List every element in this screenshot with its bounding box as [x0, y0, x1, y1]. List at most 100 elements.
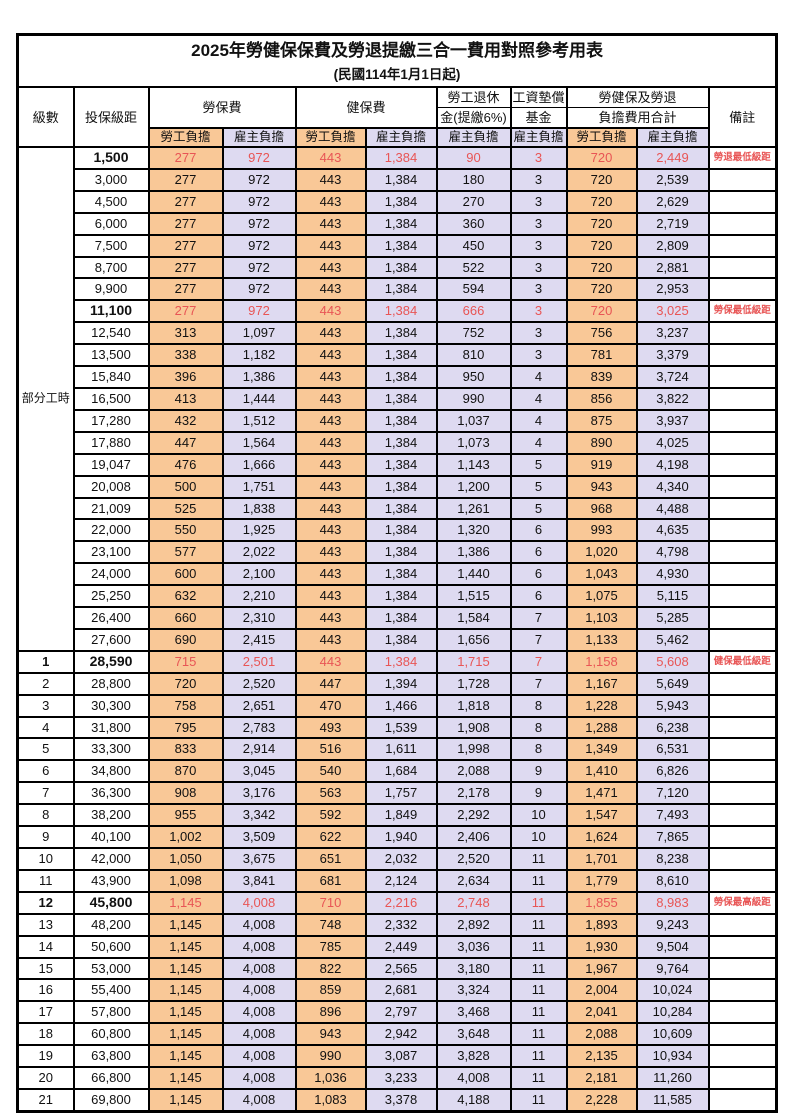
- value-cell: 180: [435, 167, 512, 192]
- value-cell: 1,384: [364, 343, 438, 368]
- value-cell: 1,584: [435, 606, 512, 630]
- value-cell: 11,260: [635, 1066, 710, 1090]
- value-cell: 3: [509, 299, 568, 324]
- value-cell: 4,008: [221, 912, 297, 937]
- value-cell: 2,914: [221, 737, 297, 762]
- value-cell: 4,008: [221, 890, 297, 915]
- value-cell: 758: [147, 693, 224, 718]
- value-cell: 6: [509, 584, 568, 609]
- remark-cell: [707, 847, 778, 871]
- table-row: 11 43,900 1,098 3,841 681 2,124 2,634 11 1,779 8,…: [16, 868, 778, 893]
- value-cell: 1,075: [565, 584, 638, 609]
- salary-cell: 26,400: [72, 606, 150, 630]
- premium-reference-table: 2025年勞健保保費及勞退提繳三合一費用對照參考用表 (民國114年1月1日起)…: [16, 33, 779, 1113]
- value-cell: 1,098: [147, 868, 224, 893]
- value-cell: 1,097: [221, 321, 297, 346]
- remark-cell: [707, 606, 778, 630]
- value-cell: 443: [294, 408, 367, 433]
- remark-cell: 健保最低級距: [707, 649, 778, 674]
- value-cell: 3,822: [635, 386, 710, 411]
- remark-cell: [707, 671, 778, 696]
- col-header-level: 級數: [16, 86, 75, 148]
- value-cell: 11: [509, 868, 568, 893]
- value-cell: 1,715: [435, 649, 512, 674]
- table-row: 10 42,000 1,050 3,675 651 2,032 2,520 11 1,701 8,…: [16, 847, 778, 871]
- value-cell: 2,178: [435, 781, 512, 806]
- value-cell: 1,386: [221, 365, 297, 389]
- remark-cell: [707, 562, 778, 587]
- value-cell: 1,083: [294, 1087, 367, 1113]
- title-cell: 2025年勞健保保費及勞退提繳三合一費用對照參考用表 (民國114年1月1日起): [16, 33, 778, 88]
- value-cell: 277: [147, 299, 224, 324]
- value-cell: 710: [294, 890, 367, 915]
- table-row: 24,000 600 2,100 443 1,384 1,440 6 1,043 4,930: [18, 562, 778, 587]
- value-cell: 660: [147, 606, 224, 630]
- value-cell: 1,036: [294, 1066, 367, 1090]
- value-cell: 785: [294, 934, 367, 959]
- value-cell: 4,025: [635, 430, 710, 455]
- value-cell: 748: [294, 912, 367, 937]
- value-cell: 3,233: [364, 1066, 438, 1090]
- remark-cell: [707, 627, 778, 652]
- value-cell: 666: [435, 299, 512, 324]
- value-cell: 443: [294, 649, 367, 674]
- level-cell: 7: [16, 781, 75, 806]
- salary-cell: 50,600: [72, 934, 150, 959]
- level-cell: 5: [16, 737, 75, 762]
- value-cell: 516: [294, 737, 367, 762]
- value-cell: 8: [509, 737, 568, 762]
- value-cell: 3,087: [364, 1044, 438, 1069]
- value-cell: 1,384: [364, 540, 438, 565]
- value-cell: 3,036: [435, 934, 512, 959]
- value-cell: 950: [435, 365, 512, 389]
- value-cell: 1,002: [147, 825, 224, 849]
- value-cell: 2,634: [435, 868, 512, 893]
- value-cell: 3: [509, 233, 568, 258]
- value-cell: 1,855: [565, 890, 638, 915]
- value-cell: 443: [294, 211, 367, 236]
- value-cell: 443: [294, 474, 367, 499]
- value-cell: 8,610: [635, 868, 710, 893]
- table-row: 11,100 277 972 443 1,384 666 3 720 3,025 勞保最低級距: [18, 299, 778, 324]
- remark-cell: [707, 189, 778, 214]
- remark-cell: [707, 452, 778, 477]
- value-cell: 1,684: [364, 759, 438, 784]
- col-header-pension-line1: 勞工退休: [435, 86, 512, 108]
- value-cell: 859: [294, 978, 367, 1003]
- value-cell: 1,757: [364, 781, 438, 806]
- value-cell: 1,384: [364, 408, 438, 433]
- col-header-pension-line2: 金(提繳6%): [435, 107, 512, 129]
- value-cell: 443: [294, 233, 367, 258]
- value-cell: 1,940: [364, 825, 438, 849]
- value-cell: 5: [509, 474, 568, 499]
- value-cell: 443: [294, 518, 367, 543]
- value-cell: 447: [294, 671, 367, 696]
- table-row: 18 60,800 1,145 4,008 943 2,942 3,648 11 2,088 10…: [16, 1022, 778, 1047]
- value-cell: 6,826: [635, 759, 710, 784]
- table-row: 21,009 525 1,838 443 1,384 1,261 5 968 4,488: [18, 496, 778, 521]
- value-cell: 2,942: [364, 1022, 438, 1047]
- table-row: 20,008 500 1,751 443 1,384 1,200 5 943 4,340: [18, 474, 778, 499]
- salary-cell: 19,047: [72, 452, 150, 477]
- table-row: 14 50,600 1,145 4,008 785 2,449 3,036 11 1,930 9,…: [16, 934, 778, 959]
- salary-cell: 3,000: [72, 167, 150, 192]
- value-cell: 443: [294, 452, 367, 477]
- salary-cell: 30,300: [72, 693, 150, 718]
- value-cell: 8,238: [635, 847, 710, 871]
- remark-cell: [707, 386, 778, 411]
- value-cell: 1,145: [147, 1087, 224, 1113]
- value-cell: 870: [147, 759, 224, 784]
- remark-cell: [707, 343, 778, 368]
- value-cell: 3,379: [635, 343, 710, 368]
- table-row: 15,840 396 1,386 443 1,384 950 4 839 3,724: [18, 365, 778, 389]
- value-cell: 1,384: [364, 277, 438, 302]
- value-cell: 3: [509, 321, 568, 346]
- value-cell: 3,324: [435, 978, 512, 1003]
- value-cell: 1,384: [364, 562, 438, 587]
- salary-cell: 55,400: [72, 978, 150, 1003]
- value-cell: 3: [509, 343, 568, 368]
- salary-cell: 60,800: [72, 1022, 150, 1047]
- table-row: 6,000 277 972 443 1,384 360 3 720 2,719: [18, 211, 778, 236]
- value-cell: 1,394: [364, 671, 438, 696]
